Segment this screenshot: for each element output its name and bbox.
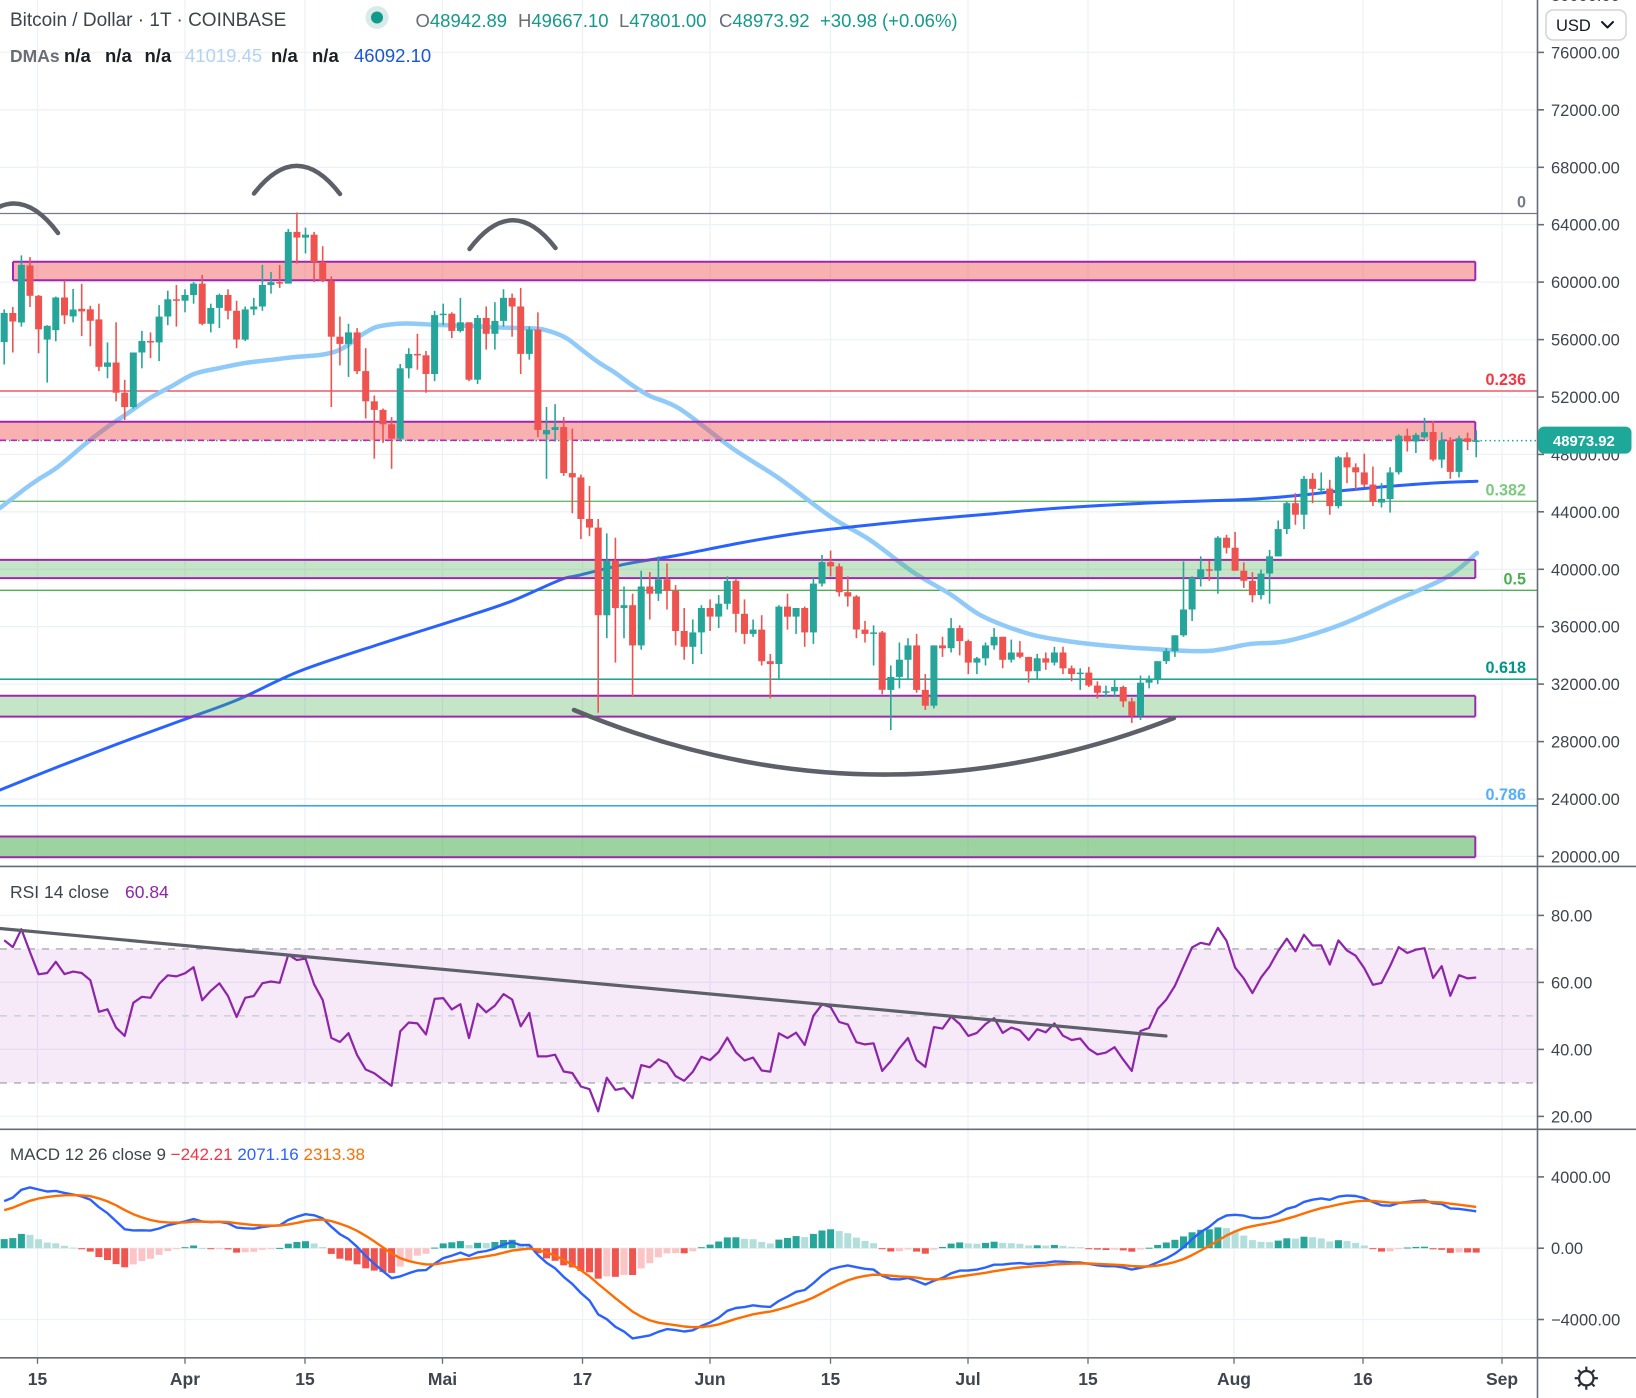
svg-text:15: 15: [295, 1369, 315, 1389]
svg-text:68000.00: 68000.00: [1551, 159, 1620, 177]
svg-text:60000.00: 60000.00: [1551, 274, 1620, 292]
svg-text:0.786: 0.786: [1485, 786, 1526, 804]
svg-text:0.236: 0.236: [1485, 371, 1526, 389]
svg-text:15: 15: [821, 1369, 841, 1389]
svg-text:O48942.89: O48942.89: [416, 10, 508, 31]
svg-text:64000.00: 64000.00: [1551, 217, 1620, 235]
svg-text:36000.00: 36000.00: [1551, 619, 1620, 637]
svg-text:15: 15: [1078, 1369, 1098, 1389]
svg-text:+30.98: +30.98: [820, 10, 877, 31]
svg-text:(+0.06%): (+0.06%): [882, 10, 958, 31]
svg-text:76000.00: 76000.00: [1551, 44, 1620, 62]
svg-text:17: 17: [573, 1369, 592, 1389]
svg-text:60.00: 60.00: [1551, 974, 1592, 992]
svg-text:C48973.92: C48973.92: [719, 10, 810, 31]
svg-text:60.84: 60.84: [125, 882, 169, 902]
svg-text:20.00: 20.00: [1551, 1108, 1592, 1126]
svg-text:24000.00: 24000.00: [1551, 791, 1620, 809]
svg-text:46092.10: 46092.10: [354, 45, 431, 66]
svg-text:DMAs: DMAs: [10, 46, 60, 66]
svg-text:n/a: n/a: [105, 45, 132, 66]
svg-text:56000.00: 56000.00: [1551, 332, 1620, 350]
svg-text:80.00: 80.00: [1551, 907, 1592, 925]
svg-text:0: 0: [1517, 194, 1526, 212]
svg-text:44000.00: 44000.00: [1551, 504, 1620, 522]
svg-text:15: 15: [28, 1369, 48, 1389]
svg-text:Bitcoin / Dollar · 1T · COINBA: Bitcoin / Dollar · 1T · COINBASE: [10, 10, 286, 31]
svg-text:RSI 14 close: RSI 14 close: [10, 882, 109, 902]
svg-text:H49667.10: H49667.10: [518, 10, 609, 31]
svg-text:16: 16: [1353, 1369, 1373, 1389]
svg-text:0.382: 0.382: [1485, 481, 1526, 499]
svg-text:Jun: Jun: [694, 1369, 725, 1389]
svg-text:0.618: 0.618: [1485, 659, 1526, 677]
svg-text:Sep: Sep: [1486, 1369, 1518, 1389]
svg-text:n/a: n/a: [312, 45, 339, 66]
svg-text:52000.00: 52000.00: [1551, 389, 1620, 407]
svg-text:41019.45: 41019.45: [185, 45, 262, 66]
svg-text:72000.00: 72000.00: [1551, 102, 1620, 120]
svg-text:4000.00: 4000.00: [1551, 1169, 1611, 1187]
svg-text:Jul: Jul: [955, 1369, 980, 1389]
svg-text:40000.00: 40000.00: [1551, 561, 1620, 579]
svg-text:L47801.00: L47801.00: [619, 10, 706, 31]
svg-text:−4000.00: −4000.00: [1551, 1312, 1620, 1330]
svg-text:20000.00: 20000.00: [1551, 848, 1620, 866]
svg-text:40.00: 40.00: [1551, 1041, 1592, 1059]
svg-text:n/a: n/a: [145, 45, 172, 66]
svg-text:Mai: Mai: [428, 1369, 457, 1389]
svg-text:80000.00: 80000.00: [1551, 0, 1620, 5]
svg-text:n/a: n/a: [271, 45, 298, 66]
svg-text:Apr: Apr: [170, 1369, 200, 1389]
svg-text:28000.00: 28000.00: [1551, 734, 1620, 752]
svg-text:n/a: n/a: [64, 45, 91, 66]
svg-text:48973.92: 48973.92: [1553, 434, 1615, 450]
svg-text:32000.00: 32000.00: [1551, 676, 1620, 694]
svg-text:0.00: 0.00: [1551, 1240, 1583, 1258]
svg-text:MACD 12 26 close 9 −242.21 20: MACD 12 26 close 9 −242.21 2071.16 2313.…: [10, 1145, 365, 1164]
svg-text:Aug: Aug: [1217, 1369, 1251, 1389]
svg-text:0.5: 0.5: [1503, 570, 1526, 588]
svg-text:USD: USD: [1556, 17, 1591, 35]
